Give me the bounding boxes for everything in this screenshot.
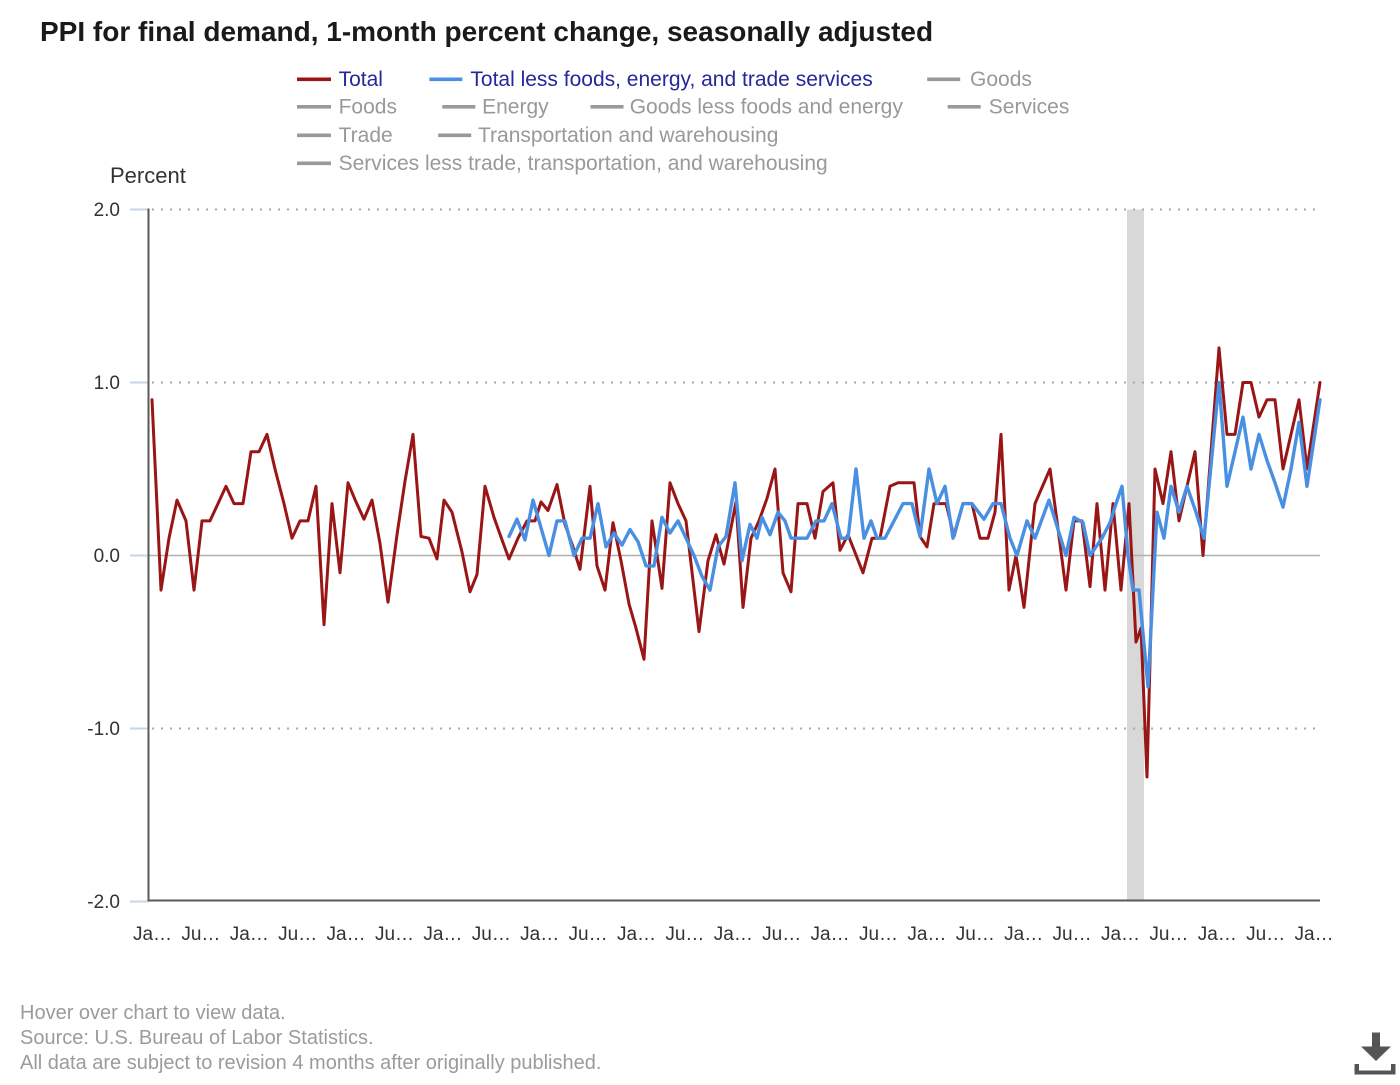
svg-text:Ju…: Ju… bbox=[1053, 924, 1092, 945]
svg-text:-1.0: -1.0 bbox=[87, 719, 120, 740]
svg-text:Goods less foods and energy: Goods less foods and energy bbox=[630, 96, 904, 119]
svg-text:Ja…: Ja… bbox=[811, 924, 850, 945]
svg-text:Ja…: Ja… bbox=[133, 924, 172, 945]
svg-text:Ja…: Ja… bbox=[520, 924, 559, 945]
svg-text:Ja…: Ja… bbox=[423, 924, 462, 945]
svg-text:Transportation and warehousing: Transportation and warehousing bbox=[478, 124, 778, 147]
svg-text:Ja…: Ja… bbox=[617, 924, 656, 945]
svg-text:PPI for final demand, 1-month: PPI for final demand, 1-month percent ch… bbox=[40, 16, 933, 47]
svg-text:Goods: Goods bbox=[970, 68, 1032, 91]
svg-text:Ju…: Ju… bbox=[1149, 924, 1188, 945]
svg-text:2.0: 2.0 bbox=[94, 200, 120, 221]
svg-text:Ja…: Ja… bbox=[907, 924, 946, 945]
svg-text:Total less foods, energy, and: Total less foods, energy, and trade serv… bbox=[470, 68, 872, 91]
svg-text:Services less trade, transport: Services less trade, transportation, and… bbox=[339, 152, 828, 175]
svg-text:Ja…: Ja… bbox=[1101, 924, 1140, 945]
svg-text:Ja…: Ja… bbox=[714, 924, 753, 945]
svg-text:1.0: 1.0 bbox=[94, 373, 120, 394]
svg-text:Ja…: Ja… bbox=[1004, 924, 1043, 945]
svg-text:Services: Services bbox=[989, 96, 1070, 119]
svg-text:Ja…: Ja… bbox=[1198, 924, 1237, 945]
svg-text:Ju…: Ju… bbox=[665, 924, 704, 945]
svg-text:Total: Total bbox=[339, 68, 383, 91]
svg-text:Source: U.S. Bureau of Labor S: Source: U.S. Bureau of Labor Statistics. bbox=[20, 1027, 374, 1049]
svg-text:Ja…: Ja… bbox=[327, 924, 366, 945]
svg-text:Ja…: Ja… bbox=[1295, 924, 1334, 945]
svg-text:Ju…: Ju… bbox=[375, 924, 414, 945]
svg-text:Ju…: Ju… bbox=[278, 924, 317, 945]
svg-text:Percent: Percent bbox=[110, 163, 186, 188]
svg-text:Ju…: Ju… bbox=[859, 924, 898, 945]
svg-text:Ju…: Ju… bbox=[472, 924, 511, 945]
svg-text:-2.0: -2.0 bbox=[87, 892, 120, 913]
svg-text:Ju…: Ju… bbox=[569, 924, 608, 945]
svg-text:Ju…: Ju… bbox=[956, 924, 995, 945]
svg-text:Foods: Foods bbox=[339, 96, 397, 119]
svg-text:Trade: Trade bbox=[339, 124, 393, 147]
svg-text:Ju…: Ju… bbox=[762, 924, 801, 945]
svg-text:Ja…: Ja… bbox=[230, 924, 269, 945]
svg-text:Ju…: Ju… bbox=[1246, 924, 1285, 945]
svg-text:Hover over chart to view data.: Hover over chart to view data. bbox=[20, 1002, 286, 1024]
svg-text:All data are subject to revisi: All data are subject to revision 4 month… bbox=[20, 1052, 601, 1074]
svg-text:Ju…: Ju… bbox=[181, 924, 220, 945]
svg-text:0.0: 0.0 bbox=[94, 546, 120, 567]
svg-text:Energy: Energy bbox=[482, 96, 549, 119]
